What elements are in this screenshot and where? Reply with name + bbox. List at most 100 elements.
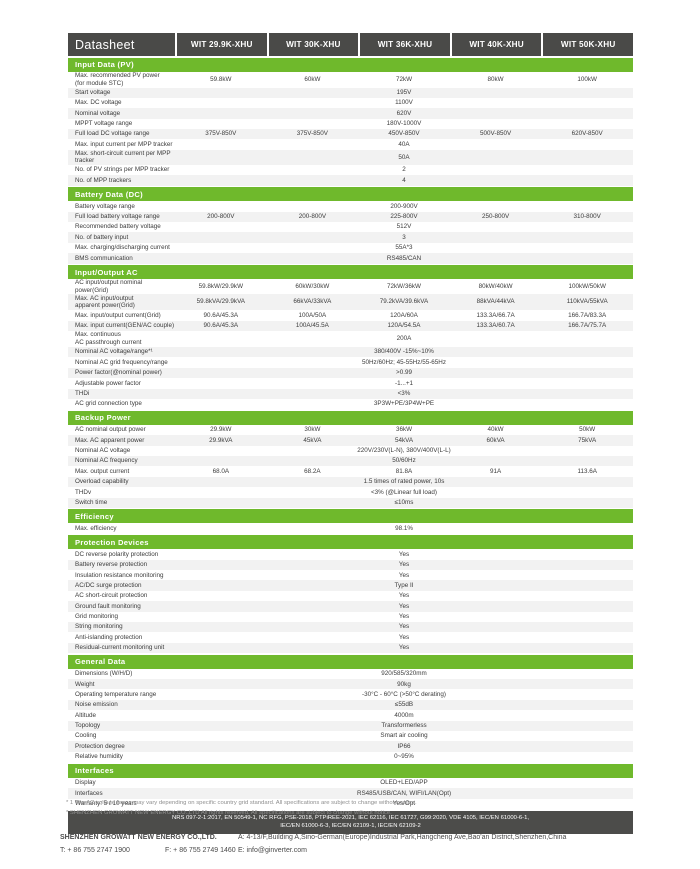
spec-label: Max. DC voltage: [75, 99, 122, 107]
spec-label: THDi: [75, 389, 90, 397]
spec-value-span: Yes: [398, 550, 410, 558]
footnote-1: * 1 The AC voltage range may vary depend…: [66, 800, 417, 806]
spec-value-span: Yes: [398, 613, 410, 621]
spec-value: 100kW/50kW: [568, 282, 606, 290]
spec-value: 375V-850V: [205, 130, 237, 138]
spec-label: Switch time: [75, 498, 108, 506]
table-row: Residual-current monitoring unit Yes: [68, 642, 633, 654]
table-row: Max. efficiency 98.1%: [68, 523, 633, 533]
table-row: No. of battery input 3: [68, 232, 633, 243]
table-row: AC/DC surge protection Type II: [68, 580, 633, 591]
table-row: AC input/output nominal power(Grid) 59.8k…: [68, 279, 633, 294]
section-header-general-data: General Data: [68, 654, 633, 669]
spec-label: String monitoring: [75, 623, 123, 631]
spec-label: Noise emission: [75, 701, 118, 709]
table-row: DC reverse polarity protection Yes: [68, 549, 633, 559]
spec-label: BMS communication: [75, 254, 133, 262]
spec-value: 166.7A/83.3A: [568, 311, 607, 319]
table-row: Power factor(@nominal power) >0.99: [68, 367, 633, 379]
spec-label: AC input/output nominal power(Grid): [75, 279, 143, 294]
spec-label: Battery reverse protection: [75, 561, 148, 569]
spec-value-span: 98.1%: [395, 524, 413, 532]
page-footer: SHENZHEN GROWATT NEW ENERGY CO.,LTD. A: …: [60, 831, 566, 858]
spec-label: Grid monitoring: [75, 613, 119, 621]
table-row: Topology Transformerless: [68, 720, 633, 732]
table-row: THDv <3% (@Linear full load): [68, 487, 633, 497]
spec-value-span: 380/400V -15%~10%: [374, 348, 434, 356]
spec-label: Ground fault monitoring: [75, 602, 141, 610]
spec-label: Residual-current monitoring unit: [75, 644, 165, 652]
spec-label: Topology: [75, 722, 101, 730]
spec-label: No. of MPP trackers: [75, 176, 132, 184]
spec-value-span: 55A*3: [395, 244, 413, 252]
spec-label: Nominal AC frequency: [75, 457, 138, 465]
spec-value: 59.8kVA/29.9kVA: [196, 298, 246, 306]
table-row: Start voltage 195V: [68, 87, 633, 98]
spec-label: No. of PV strings per MPP tracker: [75, 166, 170, 174]
spec-value: 72kW: [395, 75, 413, 83]
table-row: Altitude 4000m: [68, 710, 633, 720]
spec-value: 200-800V: [298, 213, 327, 221]
spec-value: 68.2A: [304, 467, 321, 475]
spec-value: 88kVA/44kVA: [476, 298, 515, 306]
spec-value-span: 620V: [396, 109, 412, 117]
table-row: Cooling Smart air cooling: [68, 731, 633, 741]
table-row: Insulation resistance monitoring Yes: [68, 570, 633, 580]
table-header-row: Datasheet WIT 29.9K-XHU WIT 30K-XHU WIT …: [68, 33, 633, 56]
spec-label: MPPT voltage range: [75, 120, 133, 128]
company-address: A: 4-13/F,Building A,Sino-German(Europe)…: [238, 834, 567, 841]
spec-value: 30kW: [304, 426, 321, 434]
spec-value: 113.6A: [577, 467, 597, 475]
spec-value-span: Yes: [398, 633, 410, 641]
spec-label: Nominal AC grid frequency/range: [75, 358, 168, 366]
spec-label: Adjustable power factor: [75, 379, 141, 387]
spec-label: Full load battery voltage range: [75, 213, 160, 221]
spec-value-span: 1100V: [395, 99, 413, 107]
spec-value: 29.9kVA: [209, 436, 233, 444]
spec-value: 250-800V: [481, 213, 510, 221]
spec-value: 375V-850V: [296, 130, 328, 138]
footer-line-1: SHENZHEN GROWATT NEW ENERGY CO.,LTD. A: …: [60, 831, 566, 844]
spec-value-span: ≤10ms: [394, 498, 414, 506]
spec-value: 120A/54.5A: [387, 321, 421, 329]
spec-value: 59.8kW/29.9kW: [198, 282, 244, 290]
table-row: MPPT voltage range 180V-1000V: [68, 119, 633, 129]
spec-value: 54kVA: [394, 436, 414, 444]
spec-value: 133.3A/66.7A: [476, 311, 515, 319]
spec-label: Max. efficiency: [75, 524, 117, 532]
spec-label: AC/DC surge protection: [75, 581, 142, 589]
table-row: Max. charging/discharging current 55A*3: [68, 243, 633, 253]
table-row: Switch time ≤10ms: [68, 497, 633, 508]
table-row: Max. AC input/output apparent power(Grid…: [68, 294, 633, 311]
spec-value: 75kVA: [578, 436, 597, 444]
spec-label: Nominal AC voltage/range*¹: [75, 348, 153, 356]
section-header-battery-data-dc: Battery Data (DC): [68, 187, 633, 202]
table-row: Nominal voltage 620V: [68, 108, 633, 119]
spec-value-span: 3: [402, 233, 406, 241]
spec-value: 59.8kW: [210, 75, 232, 83]
spec-value: 166.7A/75.7A: [568, 321, 607, 329]
model-column-header-2: WIT 30K-XHU: [266, 33, 359, 56]
table-row: Max. AC apparent power 29.9kVA 45kVA 54kVA 6…: [68, 435, 633, 446]
spec-label: No. of battery input: [75, 233, 129, 241]
table-row: Max. DC voltage 1100V: [68, 98, 633, 108]
spec-value: 200-800V: [207, 213, 235, 221]
table-row: Ground fault monitoring Yes: [68, 601, 633, 612]
spec-value: 81.8A: [395, 467, 413, 475]
spec-label: Protection degree: [75, 742, 125, 750]
spec-value-span: 4: [402, 176, 406, 184]
spec-value-span: 0~95%: [394, 753, 414, 761]
spec-value-span: <3% (@Linear full load): [370, 488, 438, 496]
footnote-2: * SHENZHEN GROWATT NEW ENERGY CO.,LTD Al…: [66, 809, 392, 816]
section-header-backup-power: Backup Power: [68, 410, 633, 425]
table-row: Max. input current(GEN/AC couple) 90.6A/4…: [68, 320, 633, 331]
table-row: Max. continuous AC passthrough current 20…: [68, 331, 633, 347]
spec-value: 225-800V: [390, 213, 418, 221]
spec-value-span: Yes: [398, 602, 410, 610]
spec-value: 120A/60A: [390, 311, 418, 319]
table-row: Weight 90kg: [68, 679, 633, 690]
spec-label: Weight: [75, 680, 95, 688]
spec-value-span: 195V: [396, 88, 412, 96]
spec-value: 100kW: [577, 75, 597, 83]
